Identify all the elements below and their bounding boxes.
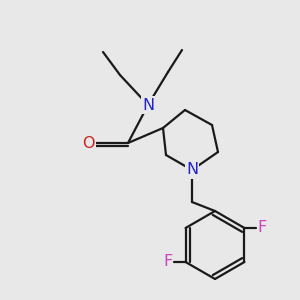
Text: N: N xyxy=(142,98,154,112)
Text: F: F xyxy=(163,254,172,269)
Text: F: F xyxy=(258,220,267,236)
Text: N: N xyxy=(186,163,198,178)
Text: O: O xyxy=(82,136,94,151)
